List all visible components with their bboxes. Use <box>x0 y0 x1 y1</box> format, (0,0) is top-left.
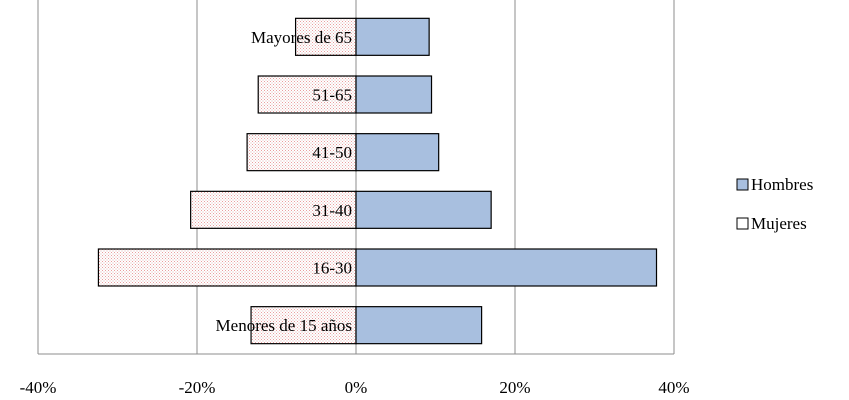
category-labels: Menores de 15 años 16-30 31-40 41-50 51-65 Ma… <box>216 28 352 335</box>
category-label: 31-40 <box>312 201 352 220</box>
category-label: 16-30 <box>312 259 352 278</box>
category-label: Mayores de 65 <box>251 28 352 47</box>
x-tick-label: -40% <box>20 378 57 397</box>
x-tick-label: -20% <box>179 378 216 397</box>
category-label: Menores de 15 años <box>216 316 352 335</box>
bar-hombres <box>355 306 483 345</box>
category-label: 41-50 <box>312 143 352 162</box>
bar-hombres <box>355 17 430 56</box>
bar-hombres <box>355 248 658 287</box>
bar-mujeres <box>294 17 357 56</box>
legend-label: Mujeres <box>751 214 807 233</box>
bar-hombres <box>355 190 492 229</box>
legend-swatch <box>736 178 749 191</box>
x-axis-tick-labels: -40% -20% 0% 20% 40% <box>20 378 690 397</box>
category-label: 51-65 <box>312 86 352 105</box>
bar-mujeres <box>250 306 357 345</box>
x-tick-label: 0% <box>345 378 368 397</box>
legend-label: Hombres <box>751 175 813 194</box>
bar-mujeres <box>246 133 357 172</box>
legend: Hombres Mujeres <box>736 175 813 233</box>
x-tick-label: 40% <box>658 378 689 397</box>
bar-hombres <box>355 75 433 114</box>
x-tick-label: 20% <box>499 378 530 397</box>
gridlines <box>37 0 675 355</box>
legend-swatch <box>736 217 749 230</box>
bars <box>97 17 658 345</box>
bar-hombres <box>355 133 440 172</box>
bar-mujeres <box>257 75 357 114</box>
